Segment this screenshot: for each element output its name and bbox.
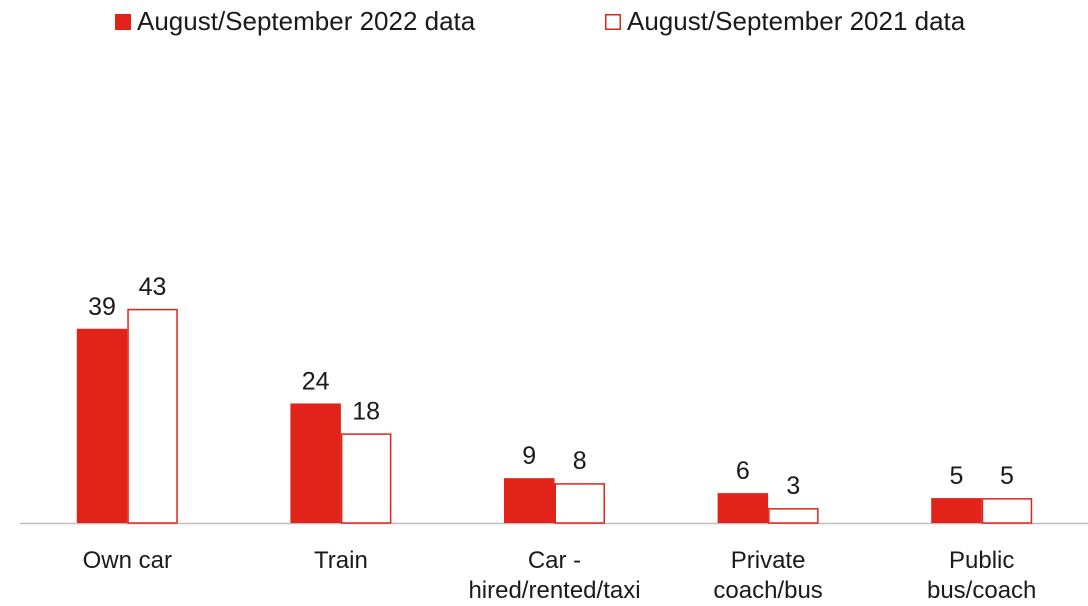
- bar: [768, 508, 819, 524]
- legend-label: August/September 2022 data: [137, 6, 476, 36]
- bar: [717, 493, 769, 523]
- x-tick-label: Train: [314, 547, 368, 574]
- bar: [931, 498, 982, 523]
- legend-label: August/September 2021 data: [627, 6, 966, 36]
- value-label: 3: [786, 472, 800, 500]
- value-label: 5: [1000, 462, 1014, 490]
- value-label: 24: [302, 367, 330, 395]
- bar: [76, 328, 128, 523]
- legend-swatch: [605, 14, 621, 30]
- x-tick-label: Own car: [83, 547, 172, 574]
- value-label: 9: [522, 442, 536, 470]
- value-label: 39: [88, 293, 116, 321]
- legend-swatch: [115, 14, 131, 30]
- bar: [127, 308, 178, 524]
- x-tick-label: Car -hired/rented/taxi: [468, 547, 640, 604]
- value-label: 6: [736, 457, 750, 485]
- value-label: 5: [949, 462, 963, 490]
- value-label: 8: [573, 447, 587, 475]
- value-label: 43: [139, 273, 167, 301]
- bar: [504, 478, 555, 523]
- value-label: 18: [352, 397, 380, 425]
- bar: [554, 483, 605, 524]
- bar: [290, 403, 341, 523]
- bar: [981, 498, 1033, 524]
- bar: [340, 433, 392, 524]
- x-tick-label: Private coach/bus: [713, 547, 822, 604]
- x-tick-label: Public bus/coach: [927, 547, 1036, 604]
